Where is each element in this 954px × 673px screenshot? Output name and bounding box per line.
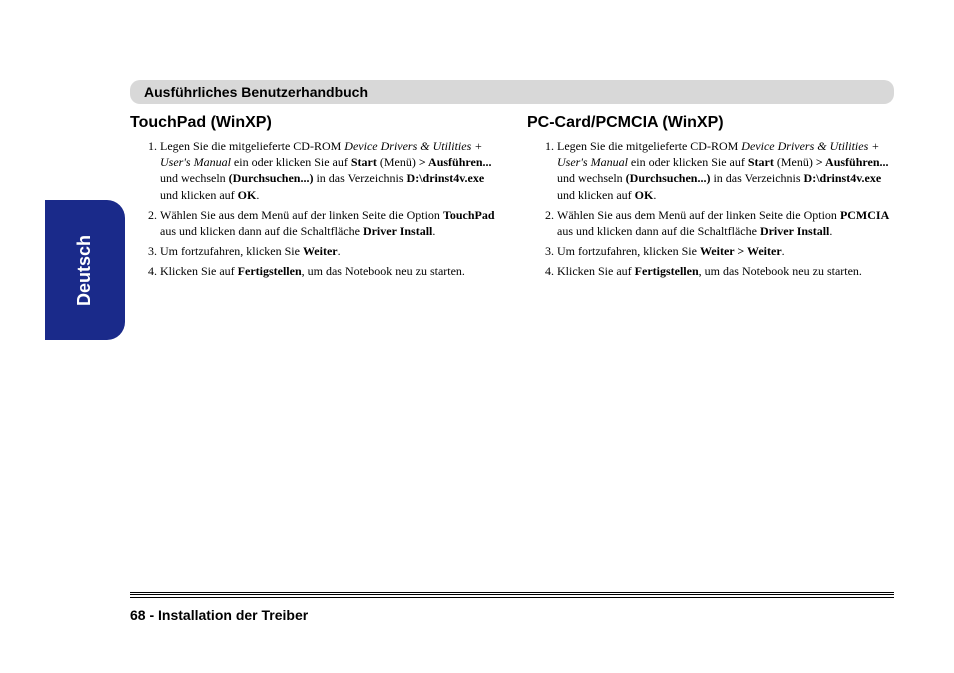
- left-section-title: TouchPad (WinXP): [130, 114, 497, 132]
- text: .: [653, 188, 656, 202]
- text: , um das Notebook neu zu starten.: [302, 264, 465, 278]
- text: aus und klicken dann auf die Schaltfläch…: [557, 224, 760, 238]
- text: in das Verzeichnis: [710, 171, 803, 185]
- text: ein oder klicken Sie auf: [628, 155, 748, 169]
- right-steps-list: Legen Sie die mitgelieferte CD-ROM Devic…: [527, 138, 894, 280]
- list-item: Legen Sie die mitgelieferte CD-ROM Devic…: [557, 138, 894, 203]
- text: Legen Sie die mitgelieferte CD-ROM: [160, 139, 344, 153]
- right-column: PC-Card/PCMCIA (WinXP) Legen Sie die mit…: [527, 114, 894, 284]
- list-item: Legen Sie die mitgelieferte CD-ROM Devic…: [160, 138, 497, 203]
- text: Wählen Sie aus dem Menü auf der linken S…: [160, 208, 443, 222]
- button-label: Fertigstellen: [635, 264, 699, 278]
- list-item: Wählen Sie aus dem Menü auf der linken S…: [557, 207, 894, 239]
- option-label: PCMCIA: [840, 208, 889, 222]
- browse-label: (Durchsuchen...): [229, 171, 314, 185]
- text: .: [256, 188, 259, 202]
- run-label: > Ausführen...: [419, 155, 492, 169]
- left-column: TouchPad (WinXP) Legen Sie die mitgelief…: [130, 114, 497, 284]
- button-label: Weiter: [303, 244, 338, 258]
- path-label: D:\drinst4v.exe: [407, 171, 485, 185]
- text: Klicken Sie auf: [557, 264, 635, 278]
- text: , um das Notebook neu zu starten.: [699, 264, 862, 278]
- browse-label: (Durchsuchen...): [626, 171, 711, 185]
- text: Klicken Sie auf: [160, 264, 238, 278]
- text: .: [829, 224, 832, 238]
- option-label: TouchPad: [443, 208, 495, 222]
- start-label: Start: [351, 155, 377, 169]
- text: und klicken auf: [557, 188, 635, 202]
- start-label: Start: [748, 155, 774, 169]
- footer-separator: -: [146, 607, 158, 623]
- language-tab-label: Deutsch: [74, 234, 95, 305]
- list-item: Um fortzufahren, klicken Sie Weiter > We…: [557, 243, 894, 259]
- button-label: Driver Install: [363, 224, 432, 238]
- language-tab: Deutsch: [45, 200, 125, 340]
- content-columns: TouchPad (WinXP) Legen Sie die mitgelief…: [130, 114, 894, 284]
- text: (Menü): [377, 155, 419, 169]
- button-label: Driver Install: [760, 224, 829, 238]
- manual-header-title: Ausführliches Benutzerhandbuch: [144, 84, 368, 100]
- path-label: D:\drinst4v.exe: [804, 171, 882, 185]
- right-section-title: PC-Card/PCMCIA (WinXP): [527, 114, 894, 132]
- text: Wählen Sie aus dem Menü auf der linken S…: [557, 208, 840, 222]
- footer-divider: [130, 592, 894, 595]
- page-content: Ausführliches Benutzerhandbuch TouchPad …: [130, 80, 894, 618]
- ok-label: OK: [238, 188, 257, 202]
- list-item: Wählen Sie aus dem Menü auf der linken S…: [160, 207, 497, 239]
- page-footer: 68 - Installation der Treiber: [130, 607, 894, 623]
- ok-label: OK: [635, 188, 654, 202]
- left-steps-list: Legen Sie die mitgelieferte CD-ROM Devic…: [130, 138, 497, 280]
- text: Um fortzufahren, klicken Sie: [160, 244, 303, 258]
- text: und wechseln: [557, 171, 626, 185]
- text: .: [338, 244, 341, 258]
- text: Legen Sie die mitgelieferte CD-ROM: [557, 139, 741, 153]
- list-item: Klicken Sie auf Fertigstellen, um das No…: [160, 263, 497, 279]
- text: .: [782, 244, 785, 258]
- text: (Menü): [774, 155, 816, 169]
- text: Um fortzufahren, klicken Sie: [557, 244, 700, 258]
- run-label: > Ausführen...: [816, 155, 889, 169]
- list-item: Klicken Sie auf Fertigstellen, um das No…: [557, 263, 894, 279]
- text: und wechseln: [160, 171, 229, 185]
- button-label: Fertigstellen: [238, 264, 302, 278]
- page-number: 68: [130, 607, 146, 623]
- list-item: Um fortzufahren, klicken Sie Weiter.: [160, 243, 497, 259]
- text: aus und klicken dann auf die Schaltfläch…: [160, 224, 363, 238]
- manual-header-bar: Ausführliches Benutzerhandbuch: [130, 80, 894, 104]
- footer-section-title: Installation der Treiber: [158, 607, 308, 623]
- button-label: Weiter > Weiter: [700, 244, 782, 258]
- text: ein oder klicken Sie auf: [231, 155, 351, 169]
- text: und klicken auf: [160, 188, 238, 202]
- text: .: [432, 224, 435, 238]
- text: in das Verzeichnis: [313, 171, 406, 185]
